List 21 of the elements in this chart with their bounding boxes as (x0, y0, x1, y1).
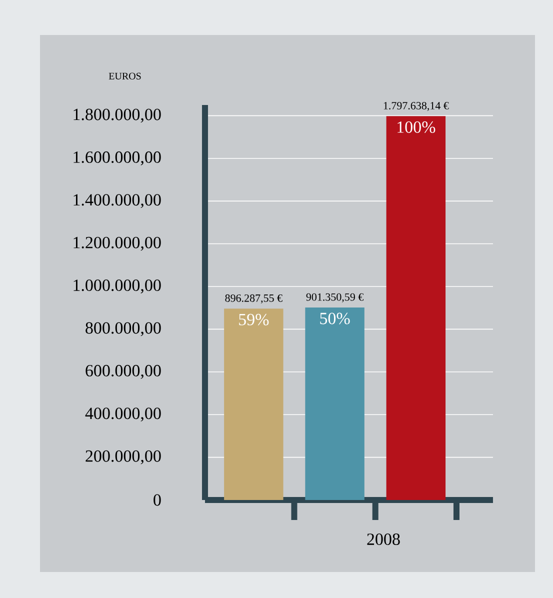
y-axis-title: EUROS (108, 72, 141, 80)
y-tick-label: 1.600.000,00 (74, 151, 161, 166)
bar (386, 116, 446, 500)
data-label: 901.350,59 € (306, 293, 364, 302)
y-tick-label: 1.400.000,00 (74, 194, 161, 208)
y-tick-label: 200.000,00 (86, 450, 161, 464)
y-tick-label: 0 (154, 494, 161, 506)
annotation: 50% (320, 312, 350, 324)
x-axis-title: 2008 (367, 534, 400, 546)
y-tick-label: 800.000,00 (86, 322, 161, 336)
y-tick-label: 600.000,00 (86, 364, 161, 379)
annotation: 59% (239, 314, 269, 326)
bar (305, 308, 364, 500)
y-tick-label: 1.800.000,00 (74, 108, 161, 123)
bar (224, 308, 284, 500)
data-label: 896.287,55 € (225, 294, 282, 304)
data-label: 1.797.638,14 € (384, 102, 449, 111)
y-tick-label: 1.200.000,00 (74, 236, 161, 251)
y-tick-label: 400.000,00 (85, 408, 161, 422)
annotation: 100% (398, 121, 436, 133)
y-tick-label: 1.000.000,00 (74, 280, 161, 294)
